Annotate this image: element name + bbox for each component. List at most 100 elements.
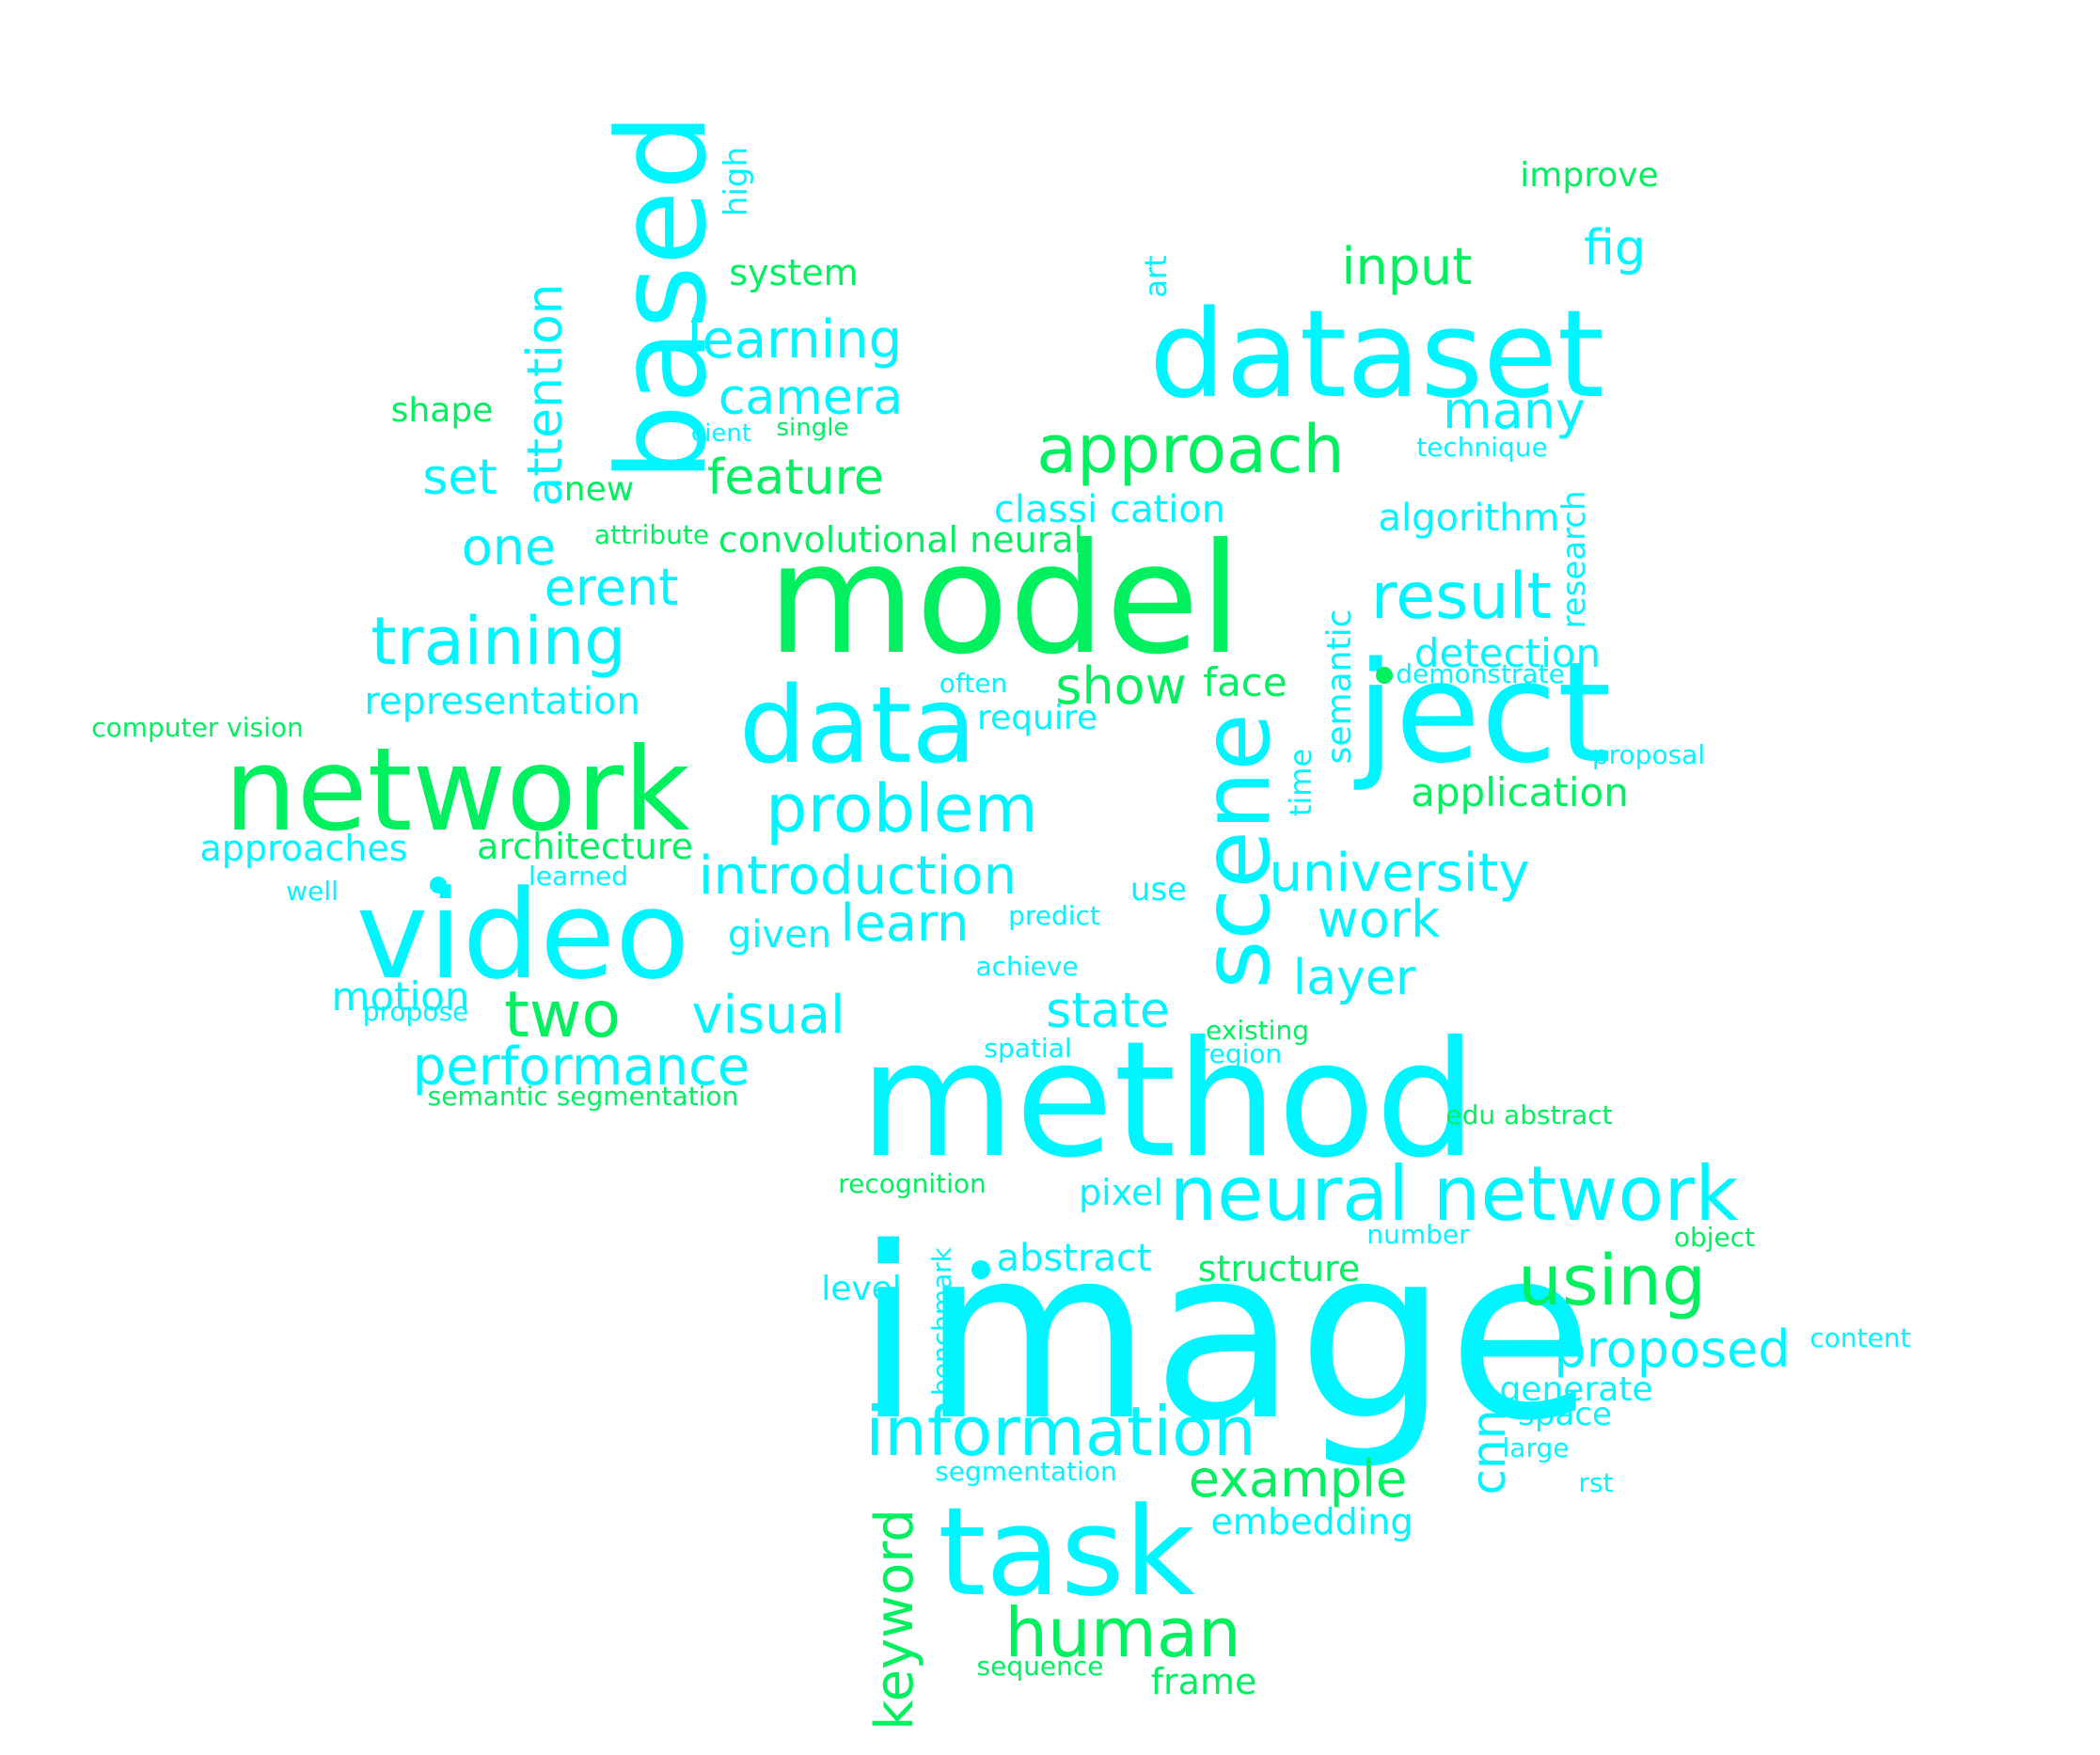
word-predict: predict [1008, 900, 1100, 931]
word-representation: representation [364, 680, 640, 723]
word-using: using [1518, 1241, 1706, 1321]
word-convolutional-neural: convolutional neural [718, 519, 1084, 561]
word-classi-cation: classi cation [993, 488, 1226, 531]
word-number: number [1366, 1219, 1470, 1250]
word-problem: problem [766, 770, 1038, 847]
word-video: video [355, 863, 690, 1006]
word-algorithm: algorithm [1378, 497, 1560, 540]
word-given: given [727, 913, 832, 957]
word-network: network [224, 723, 690, 857]
word-generate: generate [1499, 1370, 1653, 1409]
word-abstract: abstract [996, 1237, 1152, 1280]
dot-mark [430, 877, 447, 893]
word-shape: shape [390, 391, 494, 430]
word-high: high [718, 146, 755, 217]
word-often: often [939, 668, 1008, 699]
word-show: show [1055, 656, 1187, 716]
word-architecture: architecture [477, 826, 693, 867]
word-require: require [977, 699, 1097, 737]
word-set: set [422, 450, 497, 506]
word-research: research [1555, 490, 1593, 629]
word-region: region [1198, 1038, 1283, 1069]
word-edu-abstract: edu abstract [1445, 1099, 1613, 1130]
word-attribute: attribute [593, 519, 710, 550]
word-task: task [938, 1480, 1195, 1623]
word-human: human [1004, 1593, 1241, 1672]
word-technique: technique [1416, 432, 1548, 463]
word-fig: fig [1584, 220, 1646, 277]
word-frame: frame [1150, 1661, 1257, 1702]
word-new: new [563, 470, 635, 509]
word-time: time [1283, 748, 1318, 817]
word-semantic-segmentation: semantic segmentation [427, 1081, 739, 1112]
word-data: data [738, 665, 977, 787]
word-spatial: spatial [984, 1033, 1072, 1064]
word-attention: attention [517, 283, 574, 507]
word-detection: detection [1413, 630, 1602, 676]
word-state: state [1046, 983, 1170, 1039]
word-university: university [1269, 843, 1530, 904]
word-computer-vision: computer vision [91, 712, 304, 743]
word-approaches: approaches [199, 828, 408, 869]
word-object: object [1673, 1222, 1756, 1253]
word-work: work [1317, 890, 1441, 949]
word-face: face [1203, 659, 1287, 705]
word-segmentation: segmentation [935, 1456, 1117, 1487]
word-structure: structure [1197, 1248, 1361, 1289]
word-input: input [1341, 237, 1473, 296]
word-neural-network: neural network [1169, 1150, 1739, 1238]
word-learned: learned [529, 861, 628, 892]
word-many: many [1443, 381, 1586, 440]
word-use: use [1129, 871, 1188, 909]
word-method: method [859, 1007, 1477, 1194]
word-performance: performance [412, 1036, 750, 1098]
word-space: space [1518, 1396, 1612, 1433]
word-propose: propose [362, 996, 469, 1027]
word-result: result [1370, 560, 1553, 634]
word-large: large [1502, 1432, 1570, 1463]
word-rst: rst [1578, 1467, 1614, 1498]
word-model: model [766, 512, 1242, 688]
word-semantic: semantic [1320, 609, 1359, 765]
word-feature: feature [707, 450, 884, 506]
word-ject: ject [1356, 632, 1612, 794]
word-introduction: introduction [698, 846, 1018, 907]
word-recognition: recognition [838, 1168, 987, 1199]
word-system: system [729, 252, 859, 293]
word-proposal: proposal [1591, 739, 1706, 770]
word-dataset: dataset [1149, 285, 1604, 425]
word-achieve: achieve [975, 951, 1079, 982]
word-image: image [855, 1197, 1594, 1473]
word-visual: visual [691, 985, 845, 1046]
word-proposed: proposed [1554, 1320, 1791, 1379]
word-training: training [371, 603, 626, 680]
word-art: art [1138, 255, 1174, 298]
word-example: example [1188, 1449, 1408, 1509]
word-embedding: embedding [1210, 1501, 1413, 1542]
word-camera: camera [718, 370, 904, 426]
word-single: single [776, 414, 849, 442]
word-learning: learning [687, 309, 903, 371]
word-learn: learn [840, 893, 970, 953]
word-approach: approach [1036, 411, 1345, 488]
word-erent: erent [544, 558, 679, 617]
word-information: information [865, 1392, 1256, 1471]
word-two: two [504, 978, 621, 1052]
word-motion: motion [331, 973, 470, 1020]
word-one: one [461, 517, 557, 577]
word-level: level [821, 1270, 902, 1308]
word-well: well [286, 876, 339, 907]
word-existing: existing [1206, 1015, 1309, 1046]
word-sequence: sequence [976, 1651, 1104, 1682]
word-benchmark: benchmark [926, 1246, 957, 1397]
word-application: application [1411, 769, 1629, 815]
word-cient: cient [690, 419, 752, 448]
word-keyword: keyword [864, 1509, 925, 1731]
dot-mark [971, 1260, 990, 1279]
dot-mark [1376, 667, 1393, 684]
word-layer: layer [1292, 950, 1416, 1006]
word-demonstrate: demonstrate [1396, 658, 1565, 689]
word-improve: improve [1520, 156, 1659, 195]
word-content: content [1809, 1322, 1911, 1353]
